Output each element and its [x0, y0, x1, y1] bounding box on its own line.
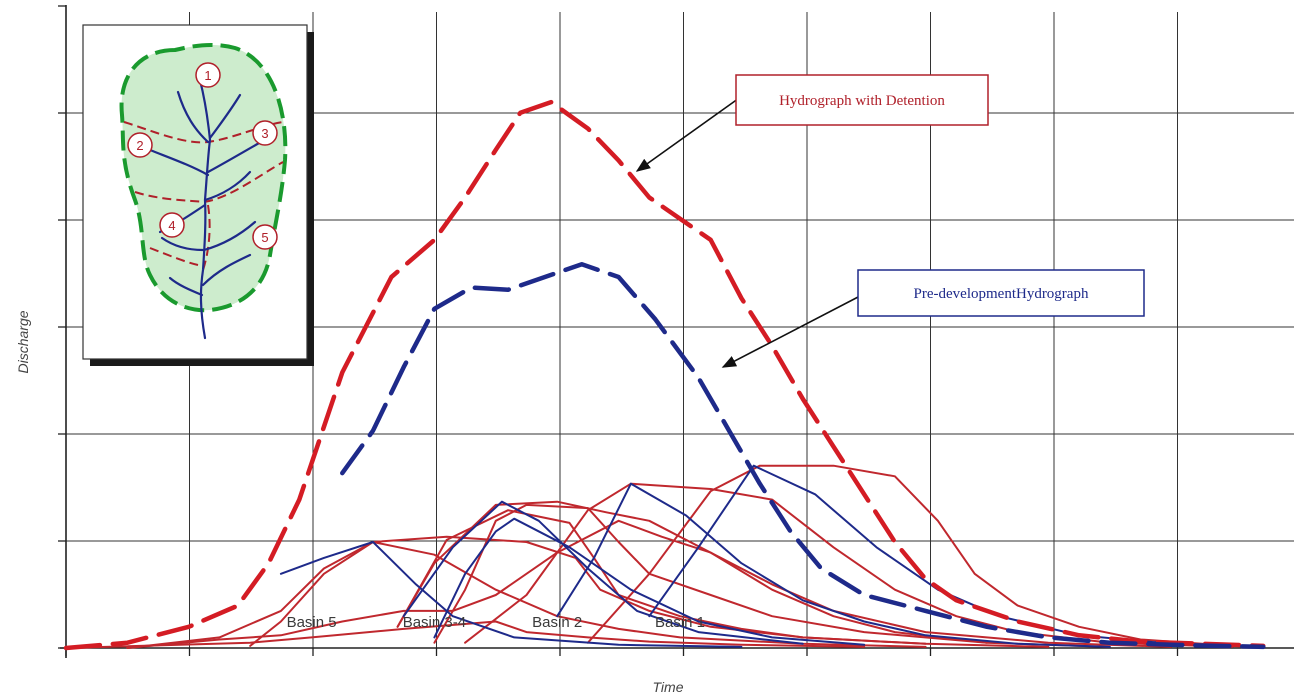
subbasin-hydrograph-line [249, 541, 927, 648]
callout-arrow [635, 95, 743, 172]
subbasin-hydrograph-line [433, 517, 866, 646]
stream-branch [203, 170, 252, 202]
divide-line [134, 161, 284, 204]
subbasin-5-marker: 5 [252, 224, 278, 250]
subbasin-hydrograph-line [556, 482, 1111, 648]
stream-branch [201, 253, 252, 287]
divide-line [149, 247, 199, 266]
subbasin-hydrograph-line [433, 503, 988, 644]
subbasin-2-label: 2 [136, 138, 143, 153]
y-axis-title: Discharge [15, 310, 31, 373]
subbasin-3-marker: 3 [252, 120, 278, 146]
axes [58, 5, 1294, 658]
basin-label-2: Basin 3-4 [403, 614, 466, 631]
callout-label: Pre-developmentHydrograph [914, 286, 1089, 302]
series-line-detention [63, 99, 1266, 651]
callout-2: Pre-developmentHydrograph [721, 269, 1145, 368]
callout-label: Hydrograph with Detention [779, 93, 945, 109]
subbasin-markers: 1 2 3 4 5 [127, 62, 278, 250]
callout-arrow [721, 295, 861, 368]
stream-branch [202, 220, 257, 252]
watershed-inset-map: 1 2 3 4 5 [82, 24, 314, 366]
stream-branch [148, 148, 210, 177]
subbasin-hydrograph-line [396, 500, 1111, 648]
stream-branch [208, 93, 242, 140]
subbasin-4-label: 4 [168, 218, 175, 233]
subbasin-1-label: 1 [204, 68, 211, 83]
stream-network [148, 78, 270, 340]
subbasin-3-label: 3 [261, 126, 268, 141]
subbasin-5-label: 5 [261, 230, 268, 245]
watershed-boundary [119, 42, 288, 313]
basin-label-1: Basin 5 [287, 614, 337, 631]
callout-box [735, 74, 989, 126]
subbasin-1-marker: 1 [195, 62, 221, 88]
subbasin-2-marker: 2 [127, 132, 153, 158]
subbasin-hydrograph-line [586, 464, 1234, 647]
callout-box [857, 269, 1145, 317]
stream-branch [176, 90, 210, 144]
subbasin-hydrograph-line [648, 464, 1265, 648]
subbasin-4-marker: 4 [159, 212, 185, 238]
callouts: Hydrograph with Detention Pre-development… [635, 74, 1145, 368]
stream-branch [168, 276, 204, 297]
subbasin-hydrograph-line [126, 519, 1173, 649]
stream-branch [160, 236, 205, 252]
subbasin-hydrograph-line [279, 541, 743, 648]
series-line-predevelopment [340, 262, 1266, 650]
basin-label-4: Basin 1 [655, 614, 705, 631]
subbasin-hydrograph-line [65, 620, 866, 649]
basin-labels: Basin 5 Basin 3-4 Basin 2 Basin 1 [287, 614, 705, 631]
callout-1: Hydrograph with Detention [635, 74, 989, 172]
series-group [63, 99, 1266, 651]
x-axis-title: Time [653, 679, 684, 695]
basin-label-3: Basin 2 [532, 614, 582, 631]
